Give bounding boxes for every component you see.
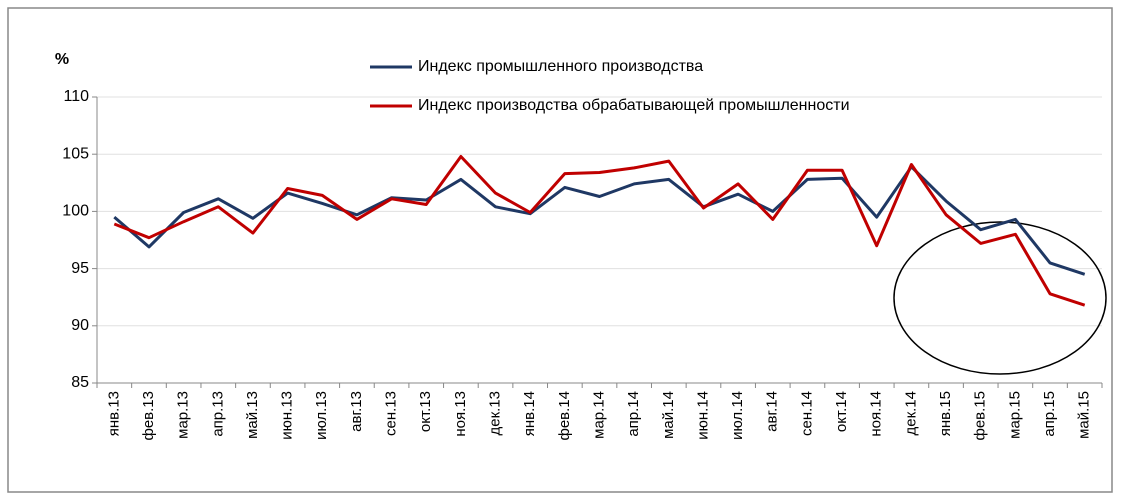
y-tick-label: 90 [71,317,89,334]
x-tick-label: ноя.14 [868,391,885,437]
x-tick-label: окт.13 [417,391,434,432]
x-tick-label: апр.14 [625,391,642,437]
x-tick-label: фев.13 [140,391,157,441]
x-tick-label: апр.15 [1041,391,1058,437]
x-tick-label: янв.15 [937,391,954,436]
y-tick-label: 110 [63,88,89,105]
x-tick-label: авг.14 [764,391,781,432]
x-tick-label: мар.14 [590,391,607,439]
x-tick-label: янв.14 [521,391,538,436]
x-tick-label: сен.14 [798,391,815,436]
x-tick-label: фев.14 [556,391,573,441]
x-tick-label: май.15 [1076,391,1093,439]
x-tick-label: окт.14 [833,391,850,432]
highlight-ellipse [893,221,1107,375]
x-tick-label: сен.13 [383,391,400,436]
legend-label: Индекс промышленного производства [418,58,703,75]
y-tick-label: 100 [62,203,89,220]
x-tick-label: июл.13 [313,391,330,440]
x-tick-label: дек.14 [902,391,919,436]
x-tick-label: ноя.13 [452,391,469,437]
x-tick-label: мар.13 [175,391,192,439]
y-tick-label: 105 [62,145,89,162]
x-tick-label: янв.13 [105,391,122,436]
x-tick-label: авг.13 [348,391,365,432]
y-axis-label: % [55,51,69,68]
x-tick-label: фев.15 [972,391,989,441]
y-tick-label: 95 [71,260,89,277]
chart-border [7,7,1113,493]
y-tick-label: 85 [71,374,89,391]
x-tick-label: апр.13 [209,391,226,437]
x-tick-label: дек.13 [487,391,504,436]
x-tick-label: июл.14 [729,391,746,440]
legend-label: Индекс производства обрабатывающей промы… [418,97,850,114]
x-tick-label: май.13 [244,391,261,439]
x-tick-label: мар.15 [1006,391,1023,439]
x-tick-label: июн.13 [279,391,296,440]
series-line [113,155,1086,307]
x-tick-label: май.14 [660,391,677,439]
x-tick-label: июн.14 [694,391,711,440]
